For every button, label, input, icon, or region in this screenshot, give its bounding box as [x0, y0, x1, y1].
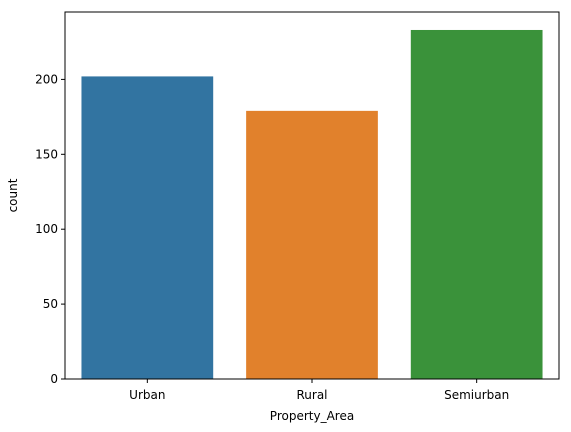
y-tick-label: 100	[35, 222, 58, 236]
y-tick-label: 200	[35, 72, 58, 86]
bar-rural	[246, 110, 378, 380]
x-axis-label: Property_Area	[270, 409, 354, 423]
x-tick-label: Urban	[129, 388, 165, 402]
y-tick-label: 0	[50, 372, 58, 386]
bar-urban	[81, 76, 214, 380]
y-tick-label: 150	[35, 147, 58, 161]
plot-frame	[64, 11, 560, 380]
y-tick-label: 50	[43, 297, 58, 311]
y-axis-label: count	[6, 178, 20, 212]
x-tick-label: Rural	[296, 388, 327, 402]
bar-semiurban	[410, 29, 543, 379]
x-axis-ticks: Urban Rural Semiurban	[129, 379, 509, 402]
bars-group	[81, 29, 543, 380]
x-tick-label: Semiurban	[444, 388, 509, 402]
y-axis-ticks: 0 50 100 150 200	[35, 72, 65, 386]
